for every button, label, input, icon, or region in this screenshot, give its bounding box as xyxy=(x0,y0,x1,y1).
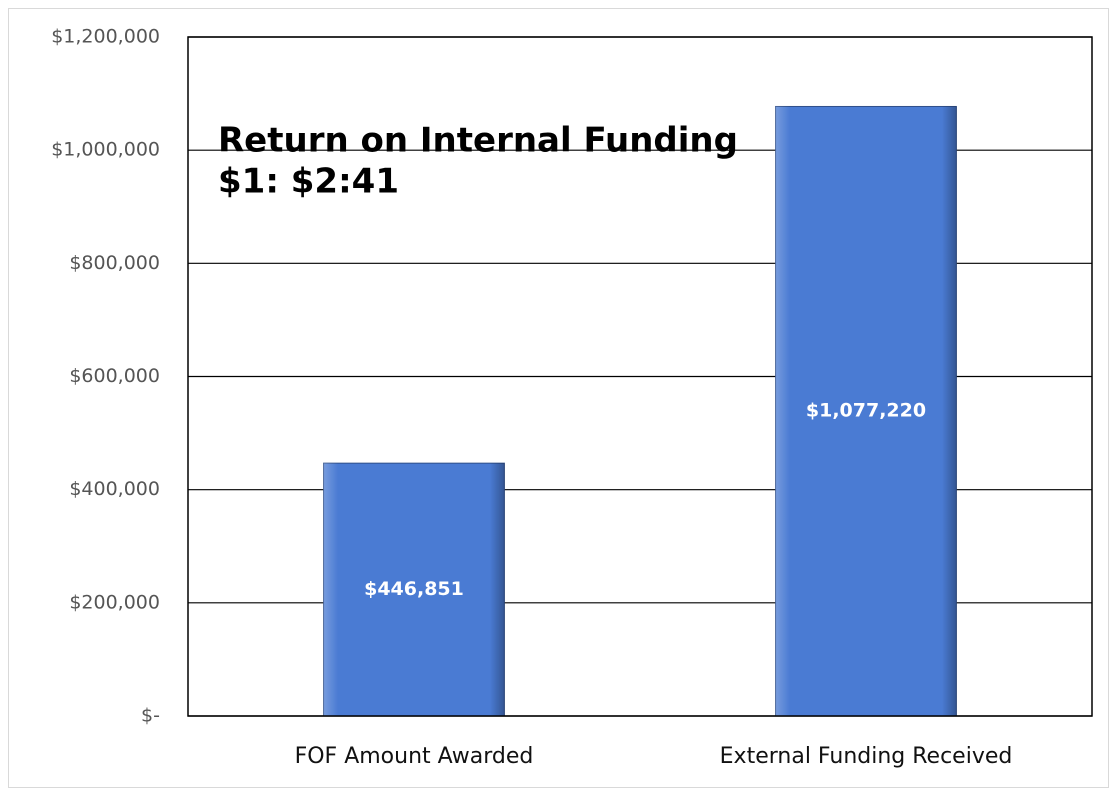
chart-subtitle: $1: $2:41 xyxy=(218,162,399,202)
y-tick-label: $400,000 xyxy=(69,478,160,500)
y-tick-label: $- xyxy=(141,705,160,727)
y-tick-label: $600,000 xyxy=(69,365,160,387)
chart-border xyxy=(8,8,1109,788)
value-label: $446,851 xyxy=(364,578,464,600)
value-label: $1,077,220 xyxy=(806,400,926,422)
chart-title: Return on Internal Funding xyxy=(218,121,738,161)
x-tick-label: External Funding Received xyxy=(720,744,1013,769)
x-tick-label: FOF Amount Awarded xyxy=(295,744,534,769)
y-tick-label: $1,200,000 xyxy=(51,26,160,48)
y-tick-label: $800,000 xyxy=(69,252,160,274)
y-tick-label: $200,000 xyxy=(69,591,160,613)
plot-border xyxy=(187,36,1093,717)
y-tick-label: $1,000,000 xyxy=(51,139,160,161)
